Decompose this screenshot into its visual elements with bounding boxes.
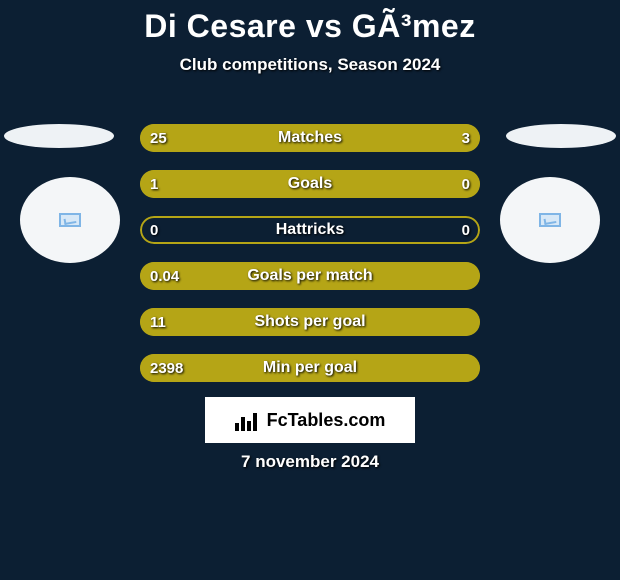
stat-bar-left xyxy=(140,308,480,336)
footer-date: 7 november 2024 xyxy=(0,452,620,472)
stat-row: 11Shots per goal xyxy=(140,308,480,336)
stat-label: Hattricks xyxy=(140,216,480,244)
stat-bar-left xyxy=(140,262,480,290)
player-left-photo xyxy=(20,177,120,263)
stat-bar-left xyxy=(140,170,480,198)
bars-logo-icon xyxy=(235,409,261,431)
image-placeholder-icon xyxy=(59,213,81,227)
stat-bar-right xyxy=(405,124,480,152)
brand-text: FcTables.com xyxy=(267,410,386,431)
stat-bar-left xyxy=(140,354,480,382)
stat-row: 0.04Goals per match xyxy=(140,262,480,290)
stat-row: 2398Min per goal xyxy=(140,354,480,382)
stat-row: 0 0Hattricks xyxy=(140,216,480,244)
stat-value-right: 0 xyxy=(462,216,470,244)
image-placeholder-icon xyxy=(539,213,561,227)
player-left-crest-oval xyxy=(4,124,114,148)
player-right-crest-oval xyxy=(506,124,616,148)
stat-row: 253Matches xyxy=(140,124,480,152)
player-right-photo xyxy=(500,177,600,263)
stat-bar-left xyxy=(140,124,405,152)
page-subtitle: Club competitions, Season 2024 xyxy=(0,55,620,75)
comparison-bars: 253Matches 10Goals 0 0Hattricks 0.04Goals pe… xyxy=(140,124,480,400)
brand-badge: FcTables.com xyxy=(205,397,415,443)
page-title: Di Cesare vs GÃ³mez xyxy=(0,0,620,45)
stat-row: 10Goals xyxy=(140,170,480,198)
stat-value-left: 0 xyxy=(150,216,158,244)
